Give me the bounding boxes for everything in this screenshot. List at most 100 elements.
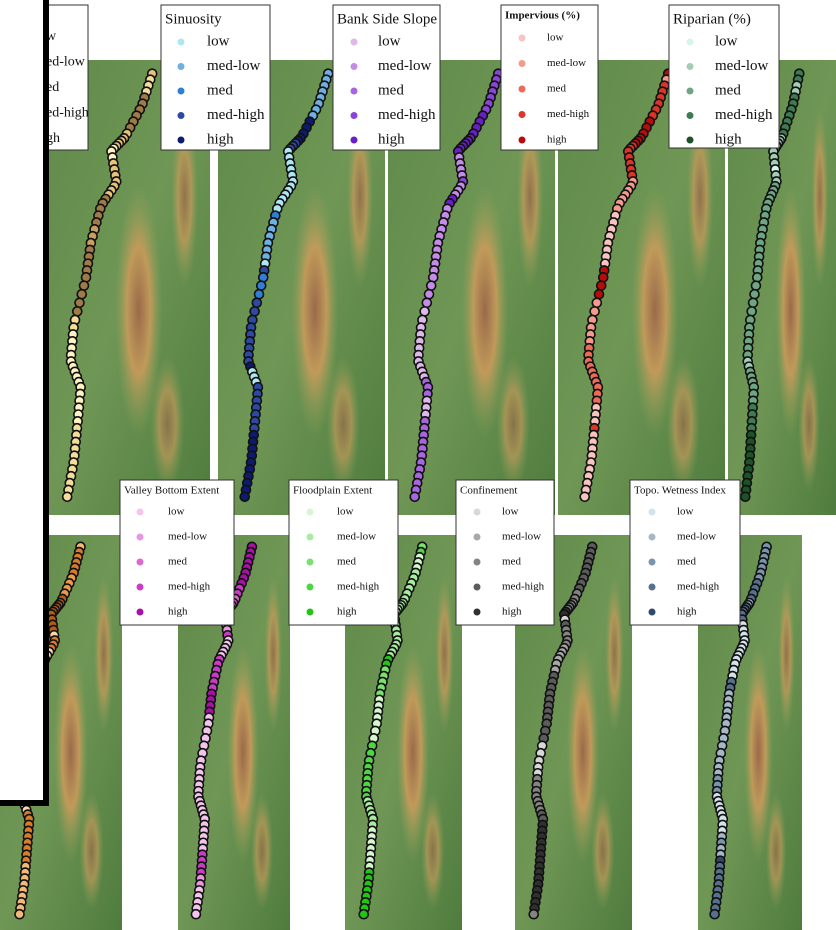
legend-label: med: [378, 82, 404, 98]
river-point: [255, 290, 264, 299]
river-point: [747, 307, 756, 316]
legend-label: med-high: [547, 108, 590, 120]
legend-label: med-low: [715, 58, 768, 74]
legend-swatch: [687, 39, 694, 46]
river-point: [529, 910, 538, 919]
river-point: [592, 298, 601, 307]
river-point: [422, 298, 431, 307]
legend-label: med-high: [677, 581, 720, 593]
legend-label: med-high: [207, 107, 265, 123]
legend-swatch: [178, 88, 185, 95]
legend-label: ed-high: [46, 106, 89, 121]
legend-label: high: [378, 131, 405, 147]
legend-swatch: [649, 584, 656, 591]
legend-label: med-high: [337, 581, 380, 593]
legend-label: med-low: [677, 531, 716, 543]
legend-title: Bank Side Slope: [337, 11, 437, 27]
legend-label: low: [337, 506, 354, 518]
legend-title: Riparian (%): [673, 11, 751, 27]
legend-label: high: [715, 131, 742, 147]
river-point: [597, 281, 606, 290]
legend-title: Floodplain Extent: [293, 485, 372, 497]
legend-swatch: [474, 609, 481, 616]
overlay-panel: [0, 0, 46, 803]
river-point: [63, 492, 72, 501]
legend-label: med: [207, 82, 233, 98]
legend-box: [456, 480, 554, 625]
legend-label: med-high: [378, 107, 436, 123]
legend-box: [630, 480, 740, 625]
legend-box: [289, 480, 398, 625]
river-point: [75, 298, 84, 307]
legend-swatch: [519, 35, 526, 42]
ridge: [667, 356, 700, 493]
legend-label: ed-low: [46, 55, 86, 70]
legend-swatch: [519, 137, 526, 144]
legend-title: Sinuosity: [165, 11, 222, 27]
legend-swatch: [649, 509, 656, 516]
legend-swatch: [687, 88, 694, 95]
ridge: [327, 356, 360, 493]
river-point: [80, 281, 89, 290]
legend-label: low: [502, 506, 519, 518]
river-point: [427, 281, 436, 290]
legend-swatch: [307, 534, 314, 541]
legend-swatch: [137, 584, 144, 591]
legend-label: med-low: [378, 58, 431, 74]
legend-label: high: [547, 134, 567, 146]
legend-label: high: [502, 606, 522, 618]
legend-label: med-high: [168, 581, 211, 593]
legend-swatch: [178, 39, 185, 46]
river-point: [750, 290, 759, 299]
river-point: [250, 307, 259, 316]
legend-label: high: [168, 606, 188, 618]
legend-title: Impervious (%): [505, 10, 580, 22]
river-point: [252, 298, 261, 307]
river-point: [741, 492, 750, 501]
legend-box: [120, 480, 234, 625]
ridge: [264, 575, 282, 733]
ridge: [766, 792, 787, 911]
legend-swatch: [351, 112, 358, 119]
river-point: [257, 281, 266, 290]
legend-label: med-low: [337, 531, 376, 543]
legend-swatch: [137, 509, 144, 516]
river-point: [240, 492, 249, 501]
legend-swatch: [519, 60, 526, 67]
river-point: [580, 492, 589, 501]
river-point: [595, 290, 604, 299]
legend-title: Valley Bottom Extent: [124, 485, 219, 497]
river-point: [410, 492, 419, 501]
ridge: [435, 575, 454, 733]
legend-box: [501, 5, 598, 150]
legend-swatch: [687, 112, 694, 119]
legend-label: med: [677, 556, 696, 568]
legend-label: low: [715, 33, 738, 49]
river-point: [77, 290, 86, 299]
legend-label: high: [207, 131, 234, 147]
legend-swatch: [687, 137, 694, 144]
river-point: [359, 910, 368, 919]
legend-label: med-high: [715, 107, 773, 123]
legend-swatch: [351, 39, 358, 46]
river-point: [425, 290, 434, 299]
legend-swatch: [307, 609, 314, 616]
legend-label: med: [168, 556, 187, 568]
legend-label: med: [502, 556, 521, 568]
legend-swatch: [474, 509, 481, 516]
legend-swatch: [137, 534, 144, 541]
legend-swatch: [178, 63, 185, 70]
legend-swatch: [351, 88, 358, 95]
legend-swatch: [519, 111, 526, 118]
river-point: [749, 298, 758, 307]
legend-label: med-low: [547, 57, 586, 69]
ridge: [251, 792, 273, 911]
river-point: [420, 307, 429, 316]
legend-label: low: [168, 506, 185, 518]
river-point: [191, 910, 200, 919]
legend-label: med: [547, 83, 566, 95]
ridge: [798, 356, 820, 493]
legend-label: med: [715, 82, 741, 98]
legend-label: med-low: [207, 58, 260, 74]
legend-swatch: [351, 63, 358, 70]
